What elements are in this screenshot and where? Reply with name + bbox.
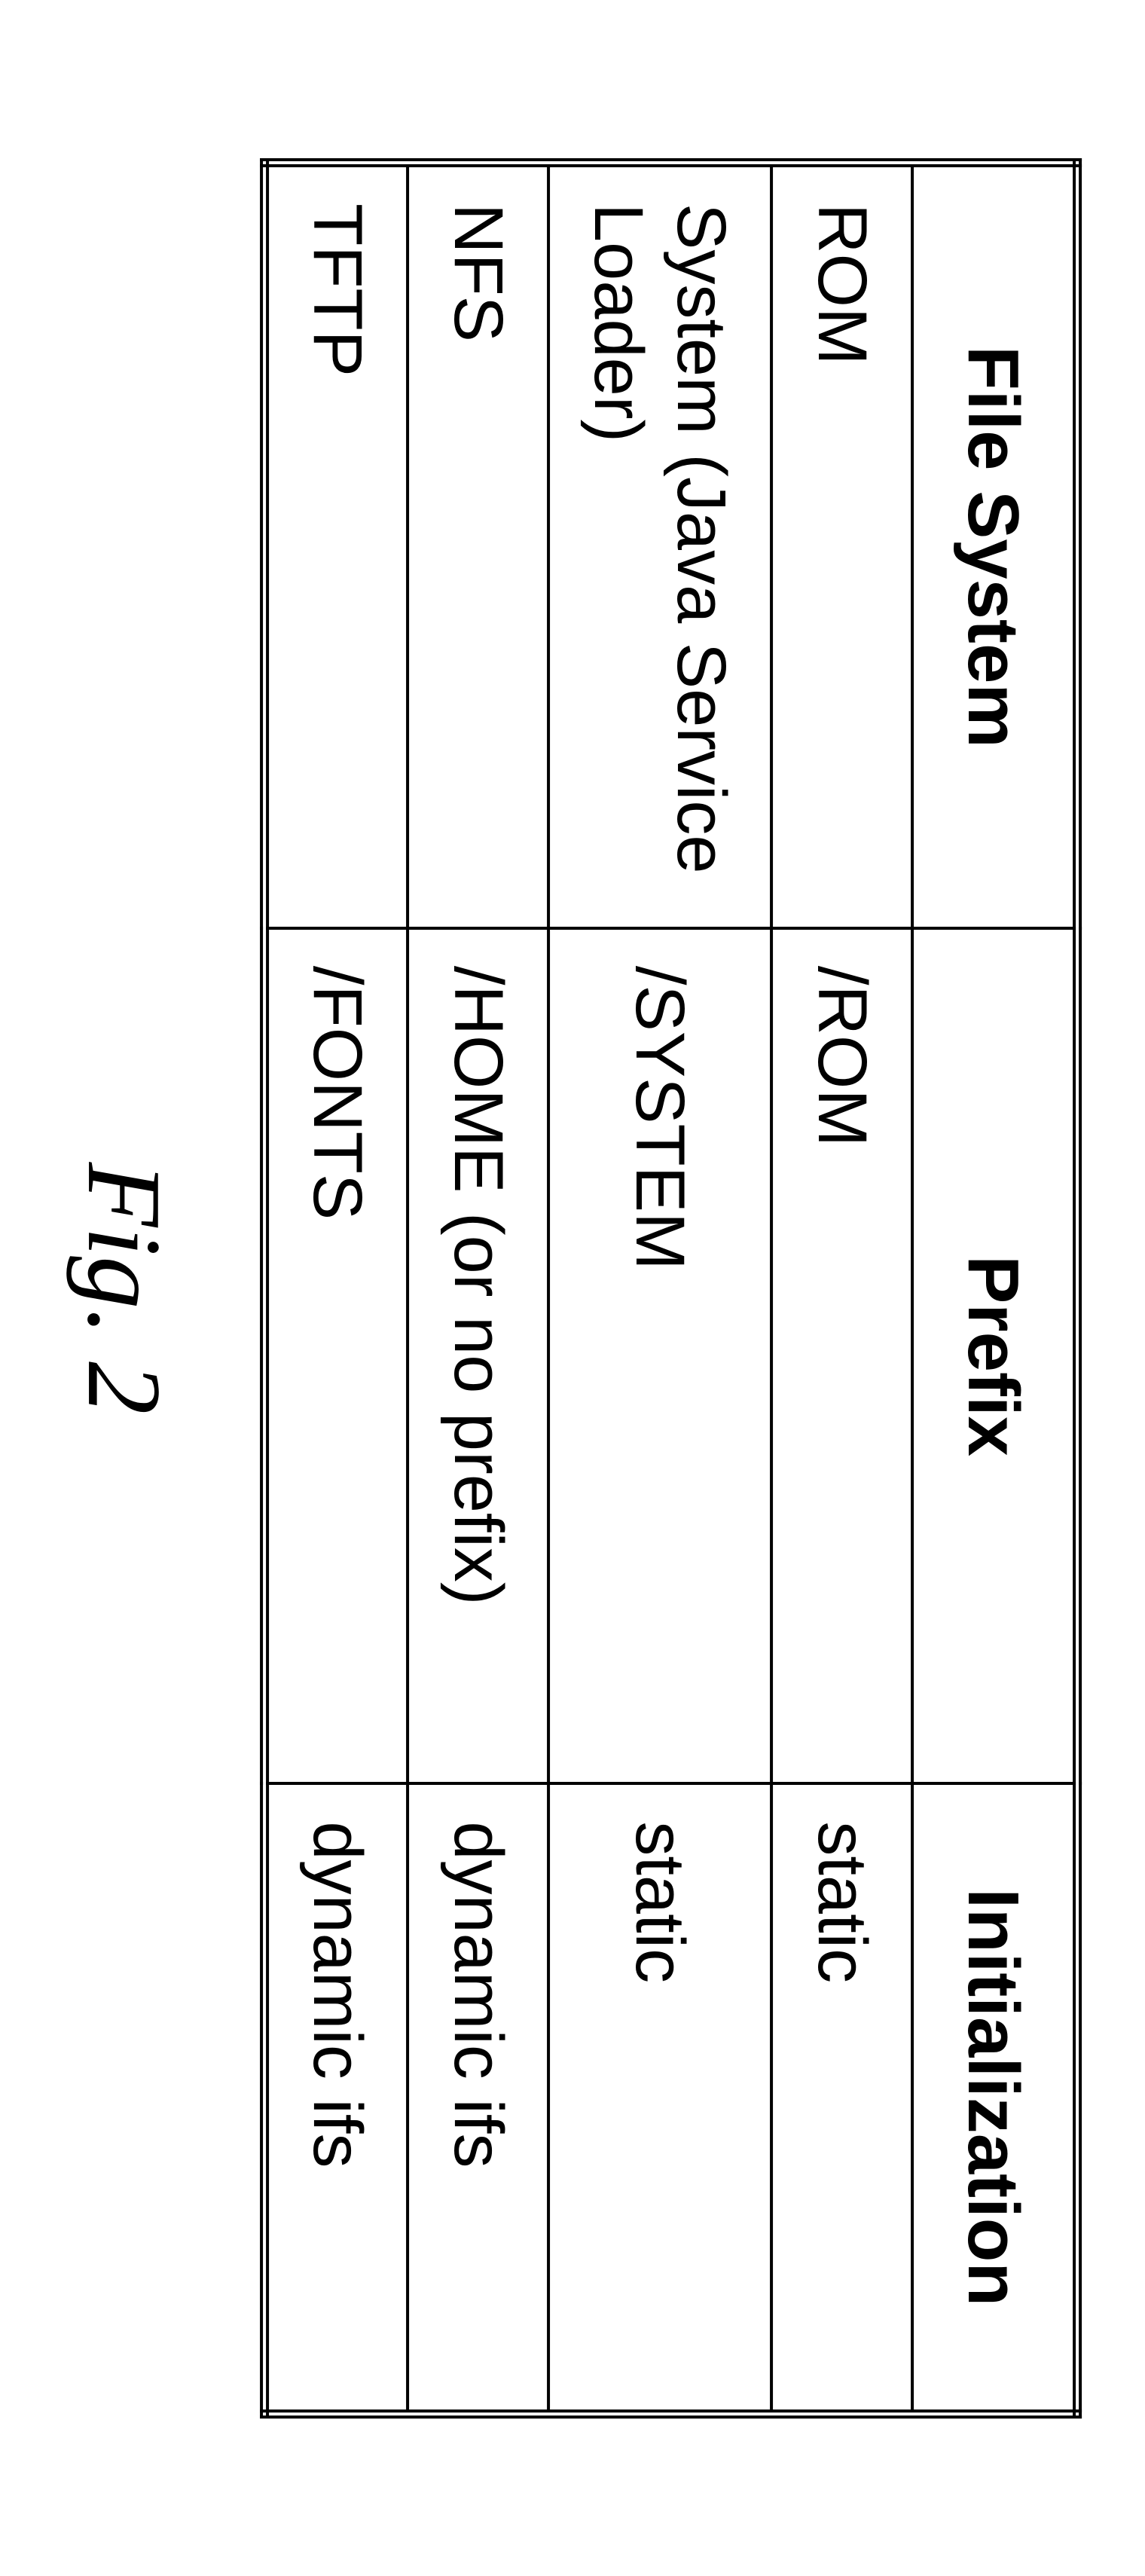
cell-filesystem: ROM	[771, 163, 911, 928]
table-row: TFTP /FONTS dynamic ifs	[264, 163, 408, 2414]
table-row: NFS /HOME (or no prefix) dynamic ifs	[408, 163, 548, 2414]
table-header-row: File System Prefix Initialization	[912, 163, 1077, 2414]
cell-filesystem: NFS	[408, 163, 548, 928]
cell-prefix: /FONTS	[264, 927, 408, 1783]
table-row: System (Java Service Loader) /SYSTEM sta…	[548, 163, 772, 2414]
cell-initialization: dynamic ifs	[264, 1783, 408, 2414]
page: File System Prefix Initialization ROM /R…	[30, 30, 1115, 2546]
table-row: ROM /ROM static	[771, 163, 911, 2414]
cell-prefix: /HOME (or no prefix)	[408, 927, 548, 1783]
cell-filesystem: System (Java Service Loader)	[548, 163, 772, 928]
rotated-content: File System Prefix Initialization ROM /R…	[63, 158, 1082, 2419]
cell-prefix: /SYSTEM	[548, 927, 772, 1783]
content-block: File System Prefix Initialization ROM /R…	[63, 158, 1082, 2419]
col-header-prefix: Prefix	[912, 927, 1077, 1783]
table-head: File System Prefix Initialization	[912, 163, 1077, 2414]
filesystem-table: File System Prefix Initialization ROM /R…	[260, 158, 1082, 2419]
table-body: ROM /ROM static System (Java Service Loa…	[264, 163, 912, 2414]
cell-initialization: dynamic ifs	[408, 1783, 548, 2414]
col-header-initialization: Initialization	[912, 1783, 1077, 2414]
cell-filesystem: TFTP	[264, 163, 408, 928]
cell-prefix: /ROM	[771, 927, 911, 1783]
figure-caption: Fig. 2	[63, 1162, 185, 1413]
cell-initialization: static	[771, 1783, 911, 2414]
col-header-filesystem: File System	[912, 163, 1077, 928]
cell-initialization: static	[548, 1783, 772, 2414]
